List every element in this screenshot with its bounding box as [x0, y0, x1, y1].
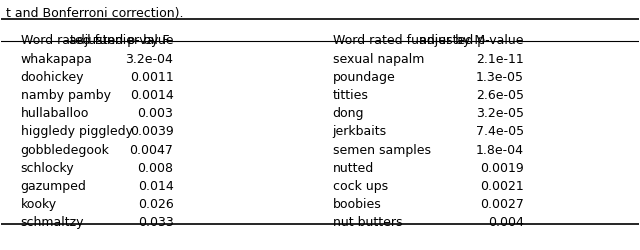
- Text: 0.026: 0.026: [138, 198, 173, 211]
- Text: dong: dong: [333, 108, 364, 120]
- Text: 0.003: 0.003: [138, 108, 173, 120]
- Text: adjusted p-value: adjusted p-value: [69, 34, 173, 46]
- Text: gobbledegook: gobbledegook: [20, 144, 109, 156]
- Text: adjusted p-value: adjusted p-value: [419, 34, 524, 46]
- Text: 0.0019: 0.0019: [480, 162, 524, 174]
- Text: 0.008: 0.008: [138, 162, 173, 174]
- Text: t and Bonferroni correction).: t and Bonferroni correction).: [6, 8, 184, 20]
- Text: nutted: nutted: [333, 162, 374, 174]
- Text: 0.0039: 0.0039: [130, 126, 173, 138]
- Text: kooky: kooky: [20, 198, 56, 211]
- Text: 0.0021: 0.0021: [480, 180, 524, 193]
- Text: 7.4e-05: 7.4e-05: [476, 126, 524, 138]
- Text: hullaballoo: hullaballoo: [20, 108, 89, 120]
- Text: schmaltzy: schmaltzy: [20, 216, 84, 229]
- Text: 1.8e-04: 1.8e-04: [476, 144, 524, 156]
- Text: Word rated funnier by F: Word rated funnier by F: [20, 34, 169, 46]
- Text: nut butters: nut butters: [333, 216, 403, 229]
- Text: jerkbaits: jerkbaits: [333, 126, 387, 138]
- Text: semen samples: semen samples: [333, 144, 431, 156]
- Text: 3.2e-05: 3.2e-05: [476, 108, 524, 120]
- Text: whakapapa: whakapapa: [20, 53, 92, 66]
- Text: namby pamby: namby pamby: [20, 90, 111, 102]
- Text: 0.0027: 0.0027: [480, 198, 524, 211]
- Text: cock ups: cock ups: [333, 180, 388, 193]
- Text: 0.004: 0.004: [488, 216, 524, 229]
- Text: schlocky: schlocky: [20, 162, 74, 174]
- Text: 2.6e-05: 2.6e-05: [476, 90, 524, 102]
- Text: titties: titties: [333, 90, 369, 102]
- Text: 2.1e-11: 2.1e-11: [476, 53, 524, 66]
- Text: 1.3e-05: 1.3e-05: [476, 71, 524, 84]
- Text: 0.0047: 0.0047: [129, 144, 173, 156]
- Text: boobies: boobies: [333, 198, 381, 211]
- Text: gazumped: gazumped: [20, 180, 86, 193]
- Text: 0.0014: 0.0014: [130, 90, 173, 102]
- Text: 0.0011: 0.0011: [130, 71, 173, 84]
- Text: 0.014: 0.014: [138, 180, 173, 193]
- Text: sexual napalm: sexual napalm: [333, 53, 424, 66]
- Text: 3.2e-04: 3.2e-04: [125, 53, 173, 66]
- Text: Word rated funnier by M: Word rated funnier by M: [333, 34, 485, 46]
- Text: doohickey: doohickey: [20, 71, 84, 84]
- Text: poundage: poundage: [333, 71, 396, 84]
- Text: higgledy piggledy: higgledy piggledy: [20, 126, 132, 138]
- Text: 0.033: 0.033: [138, 216, 173, 229]
